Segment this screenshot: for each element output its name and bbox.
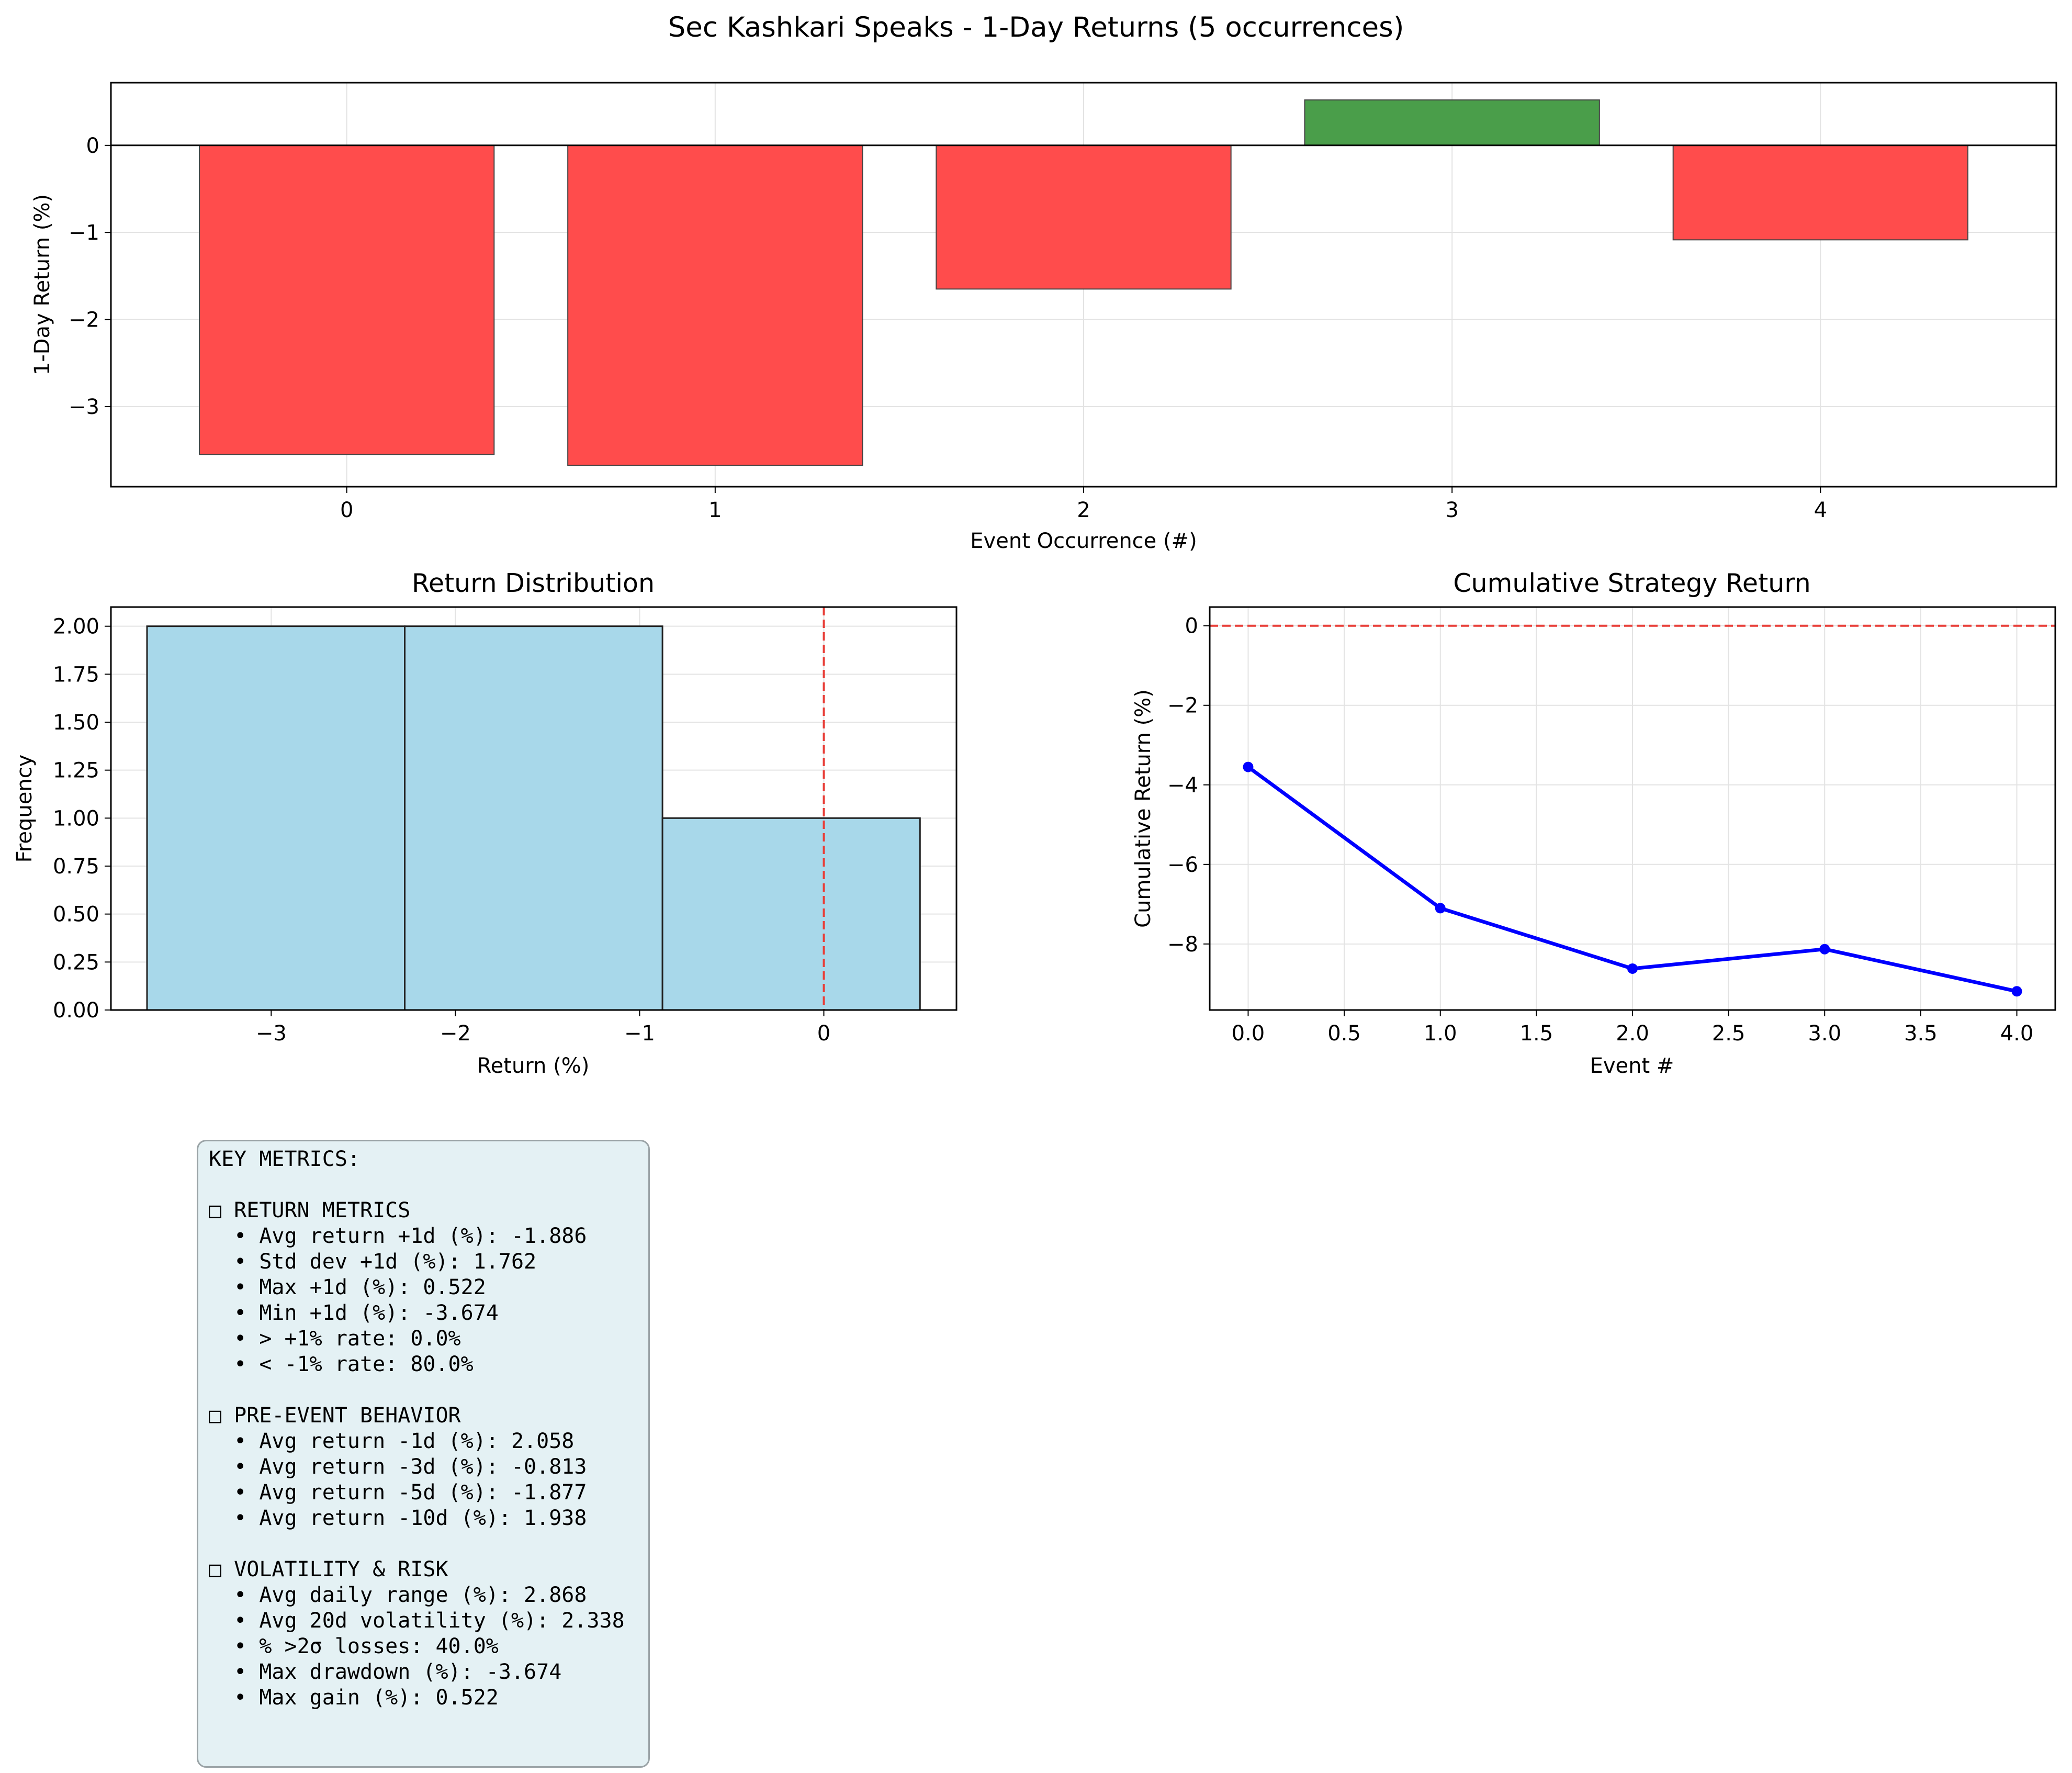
cumulative-y-tick-label: 0	[1185, 614, 1198, 638]
cumulative-y-tick-label: −2	[1167, 694, 1198, 718]
cumulative-x-tick-label: 4.0	[2000, 1022, 2034, 1046]
histogram-x-tick-label: −3	[256, 1022, 287, 1046]
figure-title: Sec Kashkari Speaks - 1-Day Returns (5 o…	[668, 12, 1404, 43]
cumulative-return-point	[1627, 963, 1638, 974]
metrics-line: • Avg return -5d (%): -1.877	[209, 1480, 587, 1505]
histogram-y-tick-label: 0.00	[53, 998, 99, 1023]
return-distribution-chart: Return Distribution −3 −2 −1 0 0.00 0.25 0.50 0…	[13, 568, 958, 1078]
histogram-y-tick-label: 1.75	[53, 663, 99, 687]
cumulative-line-marks	[1210, 624, 2055, 997]
cumulative-title: Cumulative Strategy Return	[1453, 568, 1810, 598]
metrics-line: • Std dev +1d (%): 1.762	[209, 1250, 537, 1274]
histogram-y-tick-label: 0.75	[53, 855, 99, 879]
bar-chart-y-tick-label: −2	[69, 308, 99, 332]
metrics-line: • < -1% rate: 80.0%	[209, 1352, 474, 1376]
cumulative-x-tick-label: 0.0	[1232, 1022, 1265, 1046]
bar-chart-x-tick-label: 4	[1814, 498, 1827, 522]
cumulative-y-tick-label: −8	[1167, 933, 1198, 957]
cumulative-ticks: 0.0 0.5 1.0 1.5 2.0 2.5 3.0 3.5 4.0 0 −2 −4 −6 −8	[1167, 614, 2033, 1046]
metrics-line: • Avg daily range (%): 2.868	[209, 1583, 587, 1607]
histogram-ticks: −3 −2 −1 0 0.00 0.25 0.50 0.75 1.00 1.25 1.50 1.75 2…	[53, 615, 830, 1046]
metrics-line: □ RETURN METRICS	[209, 1198, 411, 1222]
cumulative-y-tick-label: −4	[1167, 773, 1198, 798]
metrics-line	[209, 1172, 648, 1198]
bar-chart-x-tick-label: 1	[708, 498, 722, 522]
cumulative-xlabel: Event #	[1590, 1054, 1674, 1078]
metrics-line: • Avg return +1d (%): -1.886	[209, 1224, 587, 1248]
bar-chart-x-tick-label: 0	[340, 498, 353, 522]
cumulative-return-point	[1435, 903, 1446, 914]
metrics-line	[209, 1531, 648, 1557]
metrics-line: • Max +1d (%): 0.522	[209, 1275, 486, 1299]
metrics-line: • Avg return -3d (%): -0.813	[209, 1455, 587, 1479]
metrics-line: • Min +1d (%): -3.674	[209, 1301, 499, 1325]
histogram-y-tick-label: 2.00	[53, 615, 99, 639]
cumulative-return-point	[1819, 944, 1830, 955]
metrics-line: □ VOLATILITY & RISK	[209, 1557, 448, 1581]
return-bar	[936, 144, 1232, 290]
histogram-title: Return Distribution	[412, 568, 655, 598]
histogram-y-tick-label: 0.50	[53, 903, 99, 927]
histogram-y-tick-label: 1.00	[53, 806, 99, 831]
bar-chart-bars	[111, 99, 2056, 466]
histogram-y-tick-label: 1.25	[53, 759, 99, 783]
cumulative-grid	[1210, 607, 2055, 1010]
cumulative-x-tick-label: 1.5	[1520, 1022, 1553, 1046]
bar-chart-xlabel: Event Occurrence (#)	[970, 529, 1197, 553]
key-metrics-panel: KEY METRICS: □ RETURN METRICS • Avg retur…	[197, 1140, 650, 1768]
cumulative-x-tick-label: 3.5	[1904, 1022, 1938, 1046]
metrics-line: • > +1% rate: 0.0%	[209, 1327, 461, 1351]
cumulative-x-tick-label: 2.5	[1712, 1022, 1746, 1046]
metrics-line: • Max gain (%): 0.522	[209, 1686, 499, 1710]
histogram-xlabel: Return (%)	[477, 1054, 590, 1078]
histogram-bars	[146, 607, 921, 1011]
bar-chart-y-tick-label: −1	[69, 221, 99, 245]
histogram-bar	[661, 817, 921, 1011]
metrics-line: • Avg return -1d (%): 2.058	[209, 1429, 575, 1453]
bar-chart-ticks: 0 1 2 3 4 0 −1 −2 −3	[69, 134, 1827, 522]
returns-bar-chart: 0 1 2 3 4 0 −1 −2 −3 Event Occurrence (#) 1-Day …	[30, 82, 2057, 553]
return-bar	[567, 144, 863, 466]
cumulative-x-tick-label: 1.0	[1424, 1022, 1457, 1046]
bar-chart-y-tick-label: 0	[86, 134, 99, 158]
bar-chart-ylabel: 1-Day Return (%)	[30, 194, 54, 375]
histogram-x-tick-label: 0	[817, 1022, 830, 1046]
metrics-line: • Max drawdown (%): -3.674	[209, 1660, 562, 1684]
histogram-bar	[404, 625, 663, 1011]
metrics-line: • % >2σ losses: 40.0%	[209, 1634, 499, 1658]
histogram-frame	[110, 606, 958, 1011]
bar-chart-y-tick-label: −3	[69, 395, 99, 419]
metrics-line: • Avg 20d volatility (%): 2.338	[209, 1609, 625, 1633]
cumulative-return-chart: Cumulative Strategy Return 0.0 0.5 1.0 1.5 2…	[1131, 568, 2056, 1078]
histogram-bar	[146, 625, 406, 1011]
histogram-x-tick-label: −2	[440, 1022, 471, 1046]
return-bar	[199, 144, 495, 455]
metrics-line: • Avg return -10d (%): 1.938	[209, 1506, 587, 1530]
bar-chart-x-tick-label: 3	[1445, 498, 1458, 522]
cumulative-return-point	[2011, 986, 2022, 997]
histogram-y-tick-label: 1.50	[53, 711, 99, 735]
return-bar	[1304, 99, 1600, 146]
cumulative-x-tick-label: 2.0	[1616, 1022, 1649, 1046]
metrics-line	[209, 1377, 648, 1403]
cumulative-return-point	[1243, 761, 1254, 772]
histogram-ylabel: Frequency	[13, 755, 37, 863]
histogram-y-tick-label: 0.25	[53, 950, 99, 974]
cumulative-x-tick-label: 0.5	[1327, 1022, 1361, 1046]
cumulative-x-tick-label: 3.0	[1808, 1022, 1841, 1046]
cumulative-ylabel: Cumulative Return (%)	[1131, 689, 1155, 928]
metrics-line: KEY METRICS:	[209, 1147, 360, 1171]
return-bar	[1672, 144, 1969, 241]
cumulative-y-tick-label: −6	[1167, 853, 1198, 877]
histogram-x-tick-label: −1	[624, 1022, 655, 1046]
metrics-line: □ PRE-EVENT BEHAVIOR	[209, 1404, 461, 1428]
bar-chart-x-tick-label: 2	[1077, 498, 1090, 522]
